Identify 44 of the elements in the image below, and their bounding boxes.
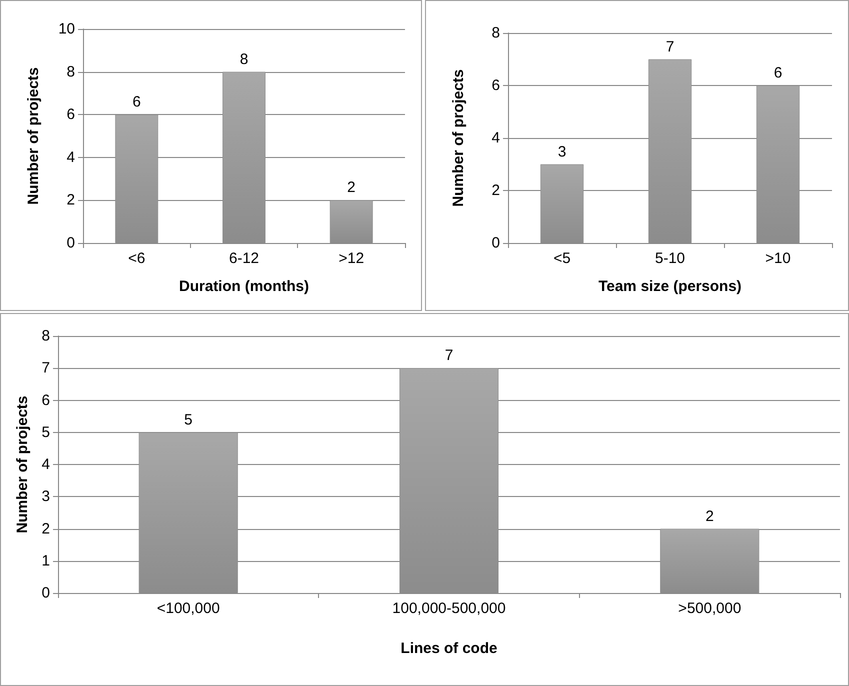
y-tick-label: 2 [66,192,75,209]
data-label: 7 [444,347,454,364]
data-label: 8 [240,50,248,68]
y-tick-label: 6 [42,392,50,409]
x-tick-label: >10 [765,250,791,267]
y-tick-label: 0 [492,234,500,252]
y-tick-label: 1 [42,552,50,570]
y-tick-label: 0 [66,234,75,252]
data-label: 6 [132,94,141,111]
data-label: 2 [347,179,356,196]
x-tick-label: <5 [553,250,571,267]
data-label: 3 [558,143,566,160]
y-tick-label: 8 [66,63,75,80]
y-tick-label: 8 [492,24,500,42]
y-axis-title: Number of projects [25,67,42,205]
y-tick-label: 7 [42,360,50,377]
x-axis-title: Duration (months) [179,278,309,295]
y-tick-label: 6 [66,106,75,124]
x-tick-label: <100,000 [156,600,220,617]
data-label: 5 [184,411,193,428]
y-tick-label: 3 [42,488,50,506]
x-tick-label: 6-12 [228,250,260,267]
x-tick-label: <6 [128,250,146,267]
x-tick-label: 100,000-500,000 [392,600,506,617]
x-tick-label: >500,000 [678,600,742,617]
y-axis-title: Number of projects [450,69,467,207]
y-tick-label: 4 [66,148,75,166]
y-tick-label: 4 [42,456,50,473]
y-tick-label: 2 [492,182,500,199]
data-label: 6 [774,64,782,82]
x-axis-title: Lines of code [400,640,498,657]
x-tick-label: 5-10 [654,250,686,267]
x-axis-title: Team size (persons) [598,278,742,295]
y-axis-title: Number of projects [14,396,31,534]
y-tick-label: 2 [42,520,50,538]
y-tick-label: 6 [492,77,500,94]
y-tick-label: 5 [42,424,50,441]
x-tick-label: >12 [338,250,364,267]
y-tick-label: 4 [492,130,500,146]
data-label: 2 [705,508,714,525]
y-tick-label: 8 [42,328,50,344]
y-tick-label: 0 [42,584,50,602]
y-tick-label: 10 [58,20,75,38]
data-label: 7 [666,38,674,56]
